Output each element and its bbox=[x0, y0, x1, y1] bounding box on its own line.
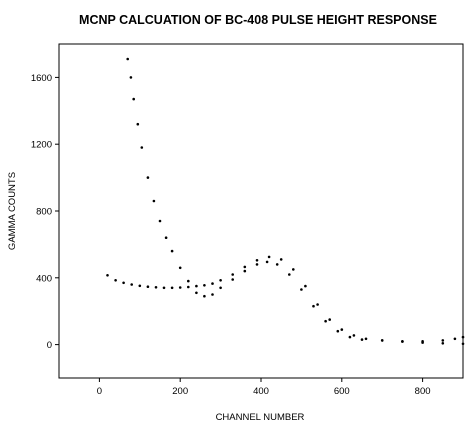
data-point bbox=[348, 335, 352, 339]
data-point bbox=[328, 318, 332, 321]
data-point bbox=[162, 286, 166, 290]
data-point bbox=[170, 286, 174, 290]
data-point bbox=[187, 279, 190, 283]
data-point bbox=[122, 281, 125, 285]
y-tick-label: 0 bbox=[47, 340, 52, 351]
data-point bbox=[140, 146, 144, 149]
chart-title: MCNP CALCUATION OF BC-408 PULSE HEIGHT R… bbox=[79, 13, 437, 27]
data-point bbox=[231, 278, 234, 281]
data-point bbox=[170, 249, 174, 253]
data-point bbox=[130, 283, 133, 286]
data-point bbox=[441, 339, 445, 342]
data-point bbox=[336, 329, 340, 333]
series-2 bbox=[106, 255, 465, 346]
data-point bbox=[380, 339, 384, 342]
x-tick-label: 400 bbox=[253, 386, 269, 397]
data-point bbox=[255, 259, 259, 262]
data-point bbox=[195, 291, 198, 295]
data-point bbox=[136, 122, 140, 126]
data-point bbox=[292, 268, 295, 271]
data-point bbox=[129, 76, 133, 79]
data-point bbox=[106, 274, 109, 277]
data-point bbox=[275, 263, 279, 266]
axis-ticks: 0 200 400 600 800 0 400 800 1200 1600 bbox=[31, 73, 431, 397]
data-point bbox=[300, 288, 303, 291]
data-point bbox=[203, 294, 206, 298]
data-point bbox=[441, 342, 445, 345]
data-point bbox=[203, 284, 206, 287]
plot-frame bbox=[58, 43, 464, 379]
data-point bbox=[255, 263, 259, 266]
data-point bbox=[421, 341, 424, 344]
data-point bbox=[126, 57, 129, 61]
data-point bbox=[243, 269, 247, 273]
data-point bbox=[195, 284, 198, 288]
data-point bbox=[152, 199, 156, 203]
data-point bbox=[265, 260, 269, 264]
y-axis-label: GAMMA COUNTS bbox=[7, 172, 18, 250]
x-tick-label: 200 bbox=[172, 386, 188, 397]
data-point bbox=[267, 255, 271, 259]
data-point bbox=[352, 334, 356, 337]
data-point bbox=[146, 285, 150, 289]
data-point bbox=[158, 219, 162, 223]
data-point bbox=[288, 273, 291, 276]
data-point bbox=[364, 337, 368, 341]
data-point bbox=[340, 328, 344, 331]
data-point bbox=[304, 284, 307, 288]
data-point bbox=[461, 335, 465, 339]
data-point bbox=[132, 97, 135, 101]
x-tick-label: 0 bbox=[97, 386, 102, 397]
data-point bbox=[154, 286, 158, 289]
x-axis-label: CHANNEL NUMBER bbox=[216, 412, 305, 423]
data-point bbox=[324, 319, 327, 323]
data-points bbox=[106, 57, 465, 346]
data-point bbox=[211, 282, 214, 285]
data-point bbox=[138, 284, 142, 288]
data-point bbox=[279, 258, 283, 261]
y-tick-label: 400 bbox=[36, 273, 52, 284]
data-point bbox=[178, 266, 182, 270]
data-point bbox=[211, 293, 214, 296]
y-tick-label: 800 bbox=[36, 207, 52, 218]
data-point bbox=[114, 279, 117, 282]
data-point bbox=[178, 286, 182, 289]
y-tick-label: 1200 bbox=[31, 140, 52, 151]
data-point bbox=[187, 285, 190, 289]
x-tick-label: 800 bbox=[415, 386, 431, 397]
data-point bbox=[461, 342, 465, 346]
data-point bbox=[453, 337, 457, 341]
series-1 bbox=[126, 57, 465, 343]
data-point bbox=[312, 304, 315, 308]
data-point bbox=[146, 176, 150, 179]
data-point bbox=[401, 340, 404, 343]
data-point bbox=[316, 303, 319, 306]
y-tick-label: 1600 bbox=[31, 73, 52, 84]
x-tick-label: 600 bbox=[334, 386, 350, 397]
data-point bbox=[360, 338, 364, 341]
data-point bbox=[164, 236, 168, 239]
data-point bbox=[219, 286, 222, 290]
data-point bbox=[243, 265, 247, 269]
data-point bbox=[231, 273, 234, 276]
data-point bbox=[219, 279, 222, 282]
